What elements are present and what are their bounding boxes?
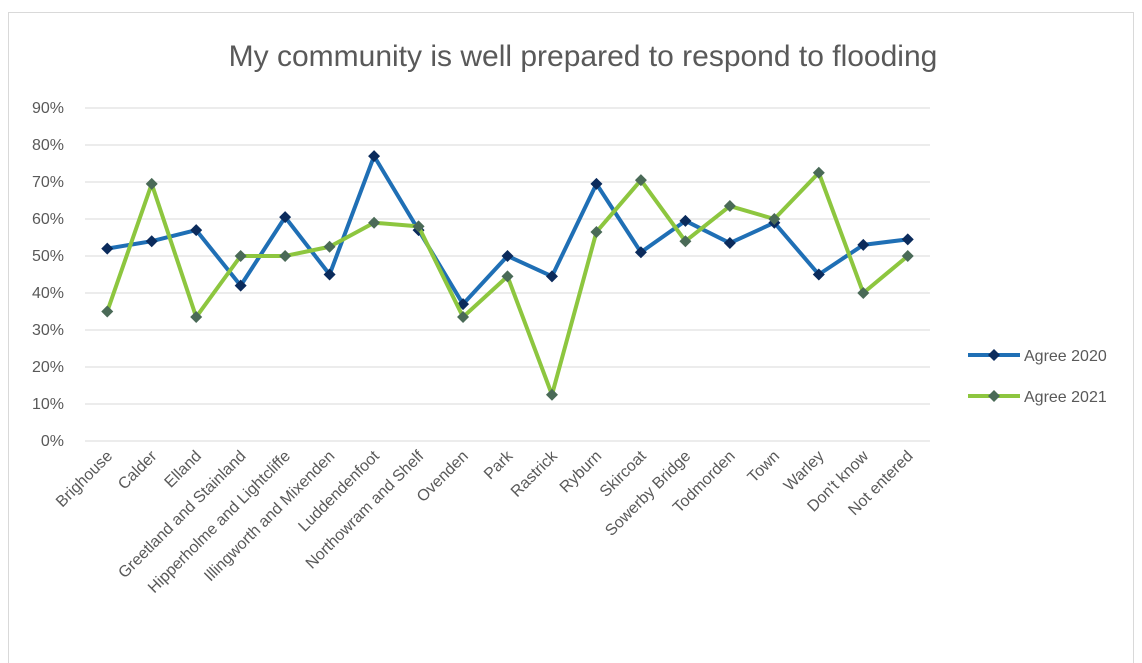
series-line [105, 170, 910, 397]
data-point [145, 177, 158, 190]
x-tick-label: Elland [162, 448, 205, 491]
data-point [768, 213, 781, 225]
series-group [101, 150, 914, 401]
data-point [545, 388, 558, 401]
y-tick-label: 60% [32, 211, 64, 228]
x-tick-label: Rastrick [508, 447, 562, 501]
data-point [323, 268, 336, 281]
data-point [901, 250, 914, 262]
y-tick-label: 70% [32, 174, 64, 191]
data-point [634, 246, 647, 259]
legend: Agree 2020 Agree 2021 [968, 348, 1107, 406]
series-1 [101, 150, 914, 311]
y-tick-label: 10% [32, 396, 64, 413]
x-tick-label: Luddendenfoot [295, 447, 383, 535]
chart-frame [8, 12, 1134, 663]
data-point [857, 238, 870, 251]
legend-label: Agree 2021 [1024, 389, 1107, 406]
legend-label: Agree 2020 [1024, 348, 1107, 365]
data-point [101, 242, 114, 255]
y-tick-label: 30% [32, 322, 64, 339]
legend-swatch-marker [988, 390, 1000, 402]
chart-title: My community is well prepared to respond… [229, 40, 938, 73]
data-point [279, 250, 292, 262]
x-tick-label: Town [745, 448, 783, 486]
gridlines [85, 107, 930, 442]
data-point [368, 150, 381, 163]
data-point [412, 220, 425, 233]
data-point [545, 270, 558, 283]
series-2 [101, 166, 914, 401]
data-point [234, 279, 247, 292]
data-point [145, 235, 158, 248]
data-point [857, 287, 870, 299]
y-tick-label: 40% [32, 285, 64, 302]
y-tick-label: 90% [32, 100, 64, 117]
data-point [501, 270, 514, 283]
data-point [679, 214, 692, 227]
data-point [723, 237, 736, 250]
y-axis-ticks: 0% 10% 20% 30% 40% 50% 60% 70% 80% 90% [32, 100, 64, 450]
data-point [368, 216, 381, 229]
data-point [901, 233, 914, 246]
data-point [812, 166, 825, 179]
y-tick-label: 80% [32, 137, 64, 154]
y-tick-label: 50% [32, 248, 64, 265]
y-tick-label: 0% [41, 433, 64, 450]
data-point [812, 268, 825, 281]
data-point [634, 174, 647, 187]
data-point [101, 305, 114, 318]
data-point [679, 235, 692, 248]
data-point [590, 225, 603, 238]
data-point [323, 240, 336, 253]
x-tick-label: Park [481, 447, 517, 483]
x-tick-label: Brighouse [53, 448, 116, 511]
data-point [190, 224, 203, 237]
data-point [590, 177, 603, 190]
data-point [279, 211, 292, 224]
y-tick-label: 20% [32, 359, 64, 376]
data-point [457, 311, 470, 324]
legend-swatch-marker [988, 349, 1000, 361]
data-point [723, 200, 736, 213]
data-point [234, 250, 247, 262]
data-point [190, 311, 203, 324]
x-tick-label: Calder [115, 447, 161, 493]
data-point [501, 250, 514, 262]
